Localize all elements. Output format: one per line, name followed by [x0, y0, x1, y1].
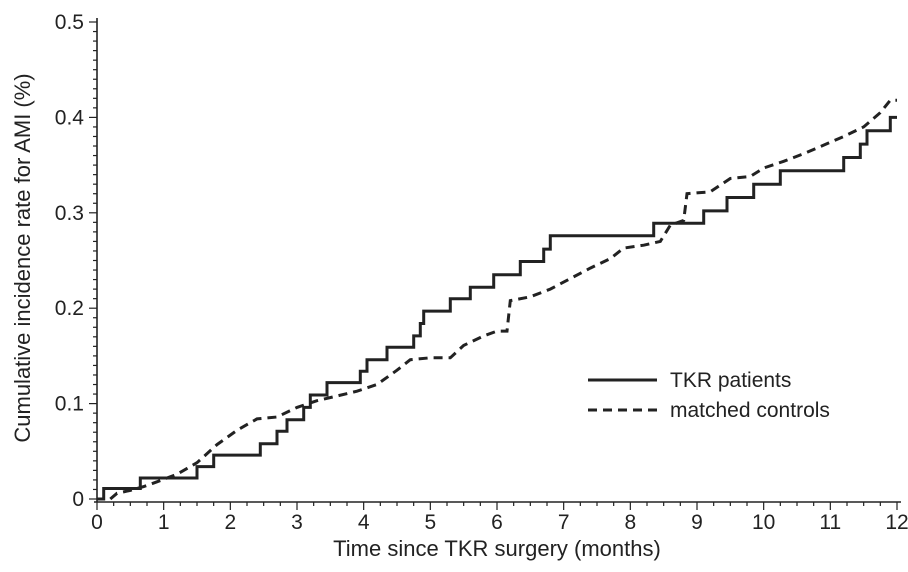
x-tick-label: 6	[491, 511, 503, 534]
x-tick-label: 3	[291, 511, 303, 534]
x-tick-label: 2	[224, 511, 236, 534]
y-tick-label: 0	[72, 488, 84, 511]
x-tick-label: 7	[558, 511, 570, 534]
x-axis-label: Time since TKR surgery (months)	[333, 536, 661, 561]
x-tick-label: 0	[91, 511, 103, 534]
x-tick-label: 10	[752, 511, 775, 534]
y-tick-label: 0.4	[55, 106, 85, 129]
y-axis-label: Cumulative incidence rate for AMI (%)	[10, 73, 35, 442]
legend-label-matched-controls: matched controls	[670, 399, 830, 422]
y-tick-label: 0.5	[55, 11, 84, 34]
x-tick-label: 9	[691, 511, 703, 534]
legend: TKR patients matched controls	[588, 369, 830, 422]
y-tick-label: 0.3	[55, 202, 84, 225]
x-tick-label: 5	[424, 511, 436, 534]
legend-label-tkr-patients: TKR patients	[670, 369, 791, 392]
plot-area: 00.10.20.30.40.5 0 1 2 3 4 5 6 7 8 9 10 11 12	[55, 11, 908, 534]
y-axis-ticks: 0 0.1 0.2 0.3 0.4 0.5	[55, 11, 97, 511]
x-axis-ticks: 0 1 2 3 4 5 6 7 8 9 10 11 12	[91, 502, 908, 534]
x-tick-label: 1	[158, 511, 170, 534]
y-tick-label: 0.2	[55, 297, 84, 320]
series-line-tkr-patients	[97, 115, 897, 501]
x-tick-label: 4	[358, 511, 370, 534]
y-tick-label: 0.1	[55, 393, 84, 416]
series-line-matched-controls	[109, 98, 897, 501]
x-tick-label: 12	[885, 511, 908, 534]
x-tick-label: 11	[819, 511, 841, 534]
series-layer	[97, 98, 897, 501]
x-tick-label: 8	[624, 511, 636, 534]
